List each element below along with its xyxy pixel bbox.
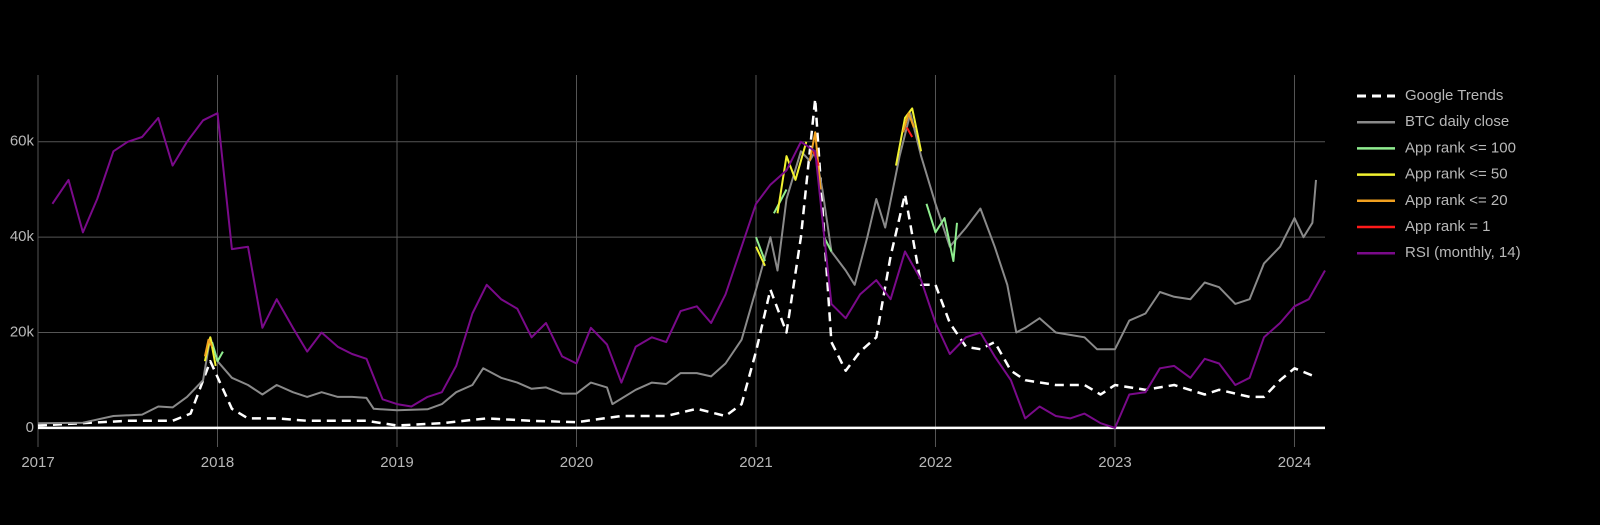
x-tick-label: 2022 xyxy=(919,454,952,471)
legend-label: App rank <= 20 xyxy=(1405,192,1508,209)
series-line xyxy=(203,112,915,357)
legend-label: App rank <= 100 xyxy=(1405,139,1516,156)
x-tick-label: 2017 xyxy=(21,454,54,471)
x-tick-label: 2021 xyxy=(739,454,772,471)
y-tick-label: 0 xyxy=(26,419,34,436)
legend-label: App rank = 1 xyxy=(1405,218,1490,235)
x-tick-label: 2024 xyxy=(1278,454,1311,471)
y-tick-label: 20k xyxy=(10,324,35,341)
series-line xyxy=(203,107,923,367)
y-tick-label: 60k xyxy=(10,133,35,150)
x-tick-label: 2023 xyxy=(1098,454,1131,471)
legend-label: App rank <= 50 xyxy=(1405,166,1508,183)
series-line xyxy=(51,112,1326,429)
x-tick-label: 2018 xyxy=(201,454,234,471)
x-tick-label: 2020 xyxy=(560,454,593,471)
legend-label: RSI (monthly, 14) xyxy=(1405,244,1521,261)
series-line xyxy=(37,97,1313,427)
legend-label: BTC daily close xyxy=(1405,113,1509,130)
legend-label: Google Trends xyxy=(1405,87,1503,104)
x-tick-label: 2019 xyxy=(380,454,413,471)
y-tick-label: 40k xyxy=(10,228,35,245)
